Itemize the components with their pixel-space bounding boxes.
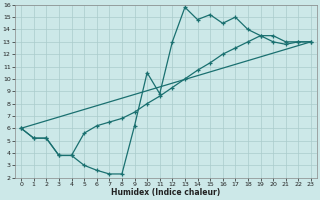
X-axis label: Humidex (Indice chaleur): Humidex (Indice chaleur)	[111, 188, 221, 197]
